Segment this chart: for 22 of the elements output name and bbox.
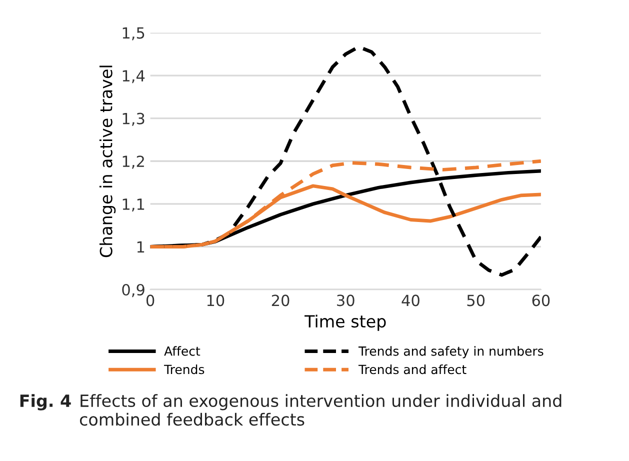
y-axis-title: Change in active travel xyxy=(99,66,116,258)
x-tick-label: 0 xyxy=(146,294,154,306)
x-tick-label: 20 xyxy=(272,294,290,306)
x-tick-label: 10 xyxy=(207,294,224,306)
y-tick-label: 1 xyxy=(137,241,144,253)
y-tick-label: 1,3 xyxy=(122,112,144,126)
y-tick-label: 0,9 xyxy=(122,284,144,298)
x-axis-title: Time step xyxy=(304,314,386,331)
y-tick-label: 1,4 xyxy=(122,70,145,84)
x-tick-label: 40 xyxy=(402,294,420,306)
y-tick-label: 1,5 xyxy=(122,27,144,40)
legend-label: Trends and safety in numbers xyxy=(358,346,544,358)
text: Effects of an exogenous intervention under individual and combined feedback effects xyxy=(80,394,562,426)
caption: Fig. 4 xyxy=(20,394,71,410)
x-tick-label: 60 xyxy=(532,294,550,306)
legend-label: Trends and affect xyxy=(358,364,466,374)
y-tick-label: 1,2 xyxy=(122,156,144,169)
legend-label: Trends xyxy=(164,364,204,374)
legend-label: Affect xyxy=(164,346,200,356)
y-tick-label: 1,1 xyxy=(122,198,144,212)
x-tick-label: 30 xyxy=(337,294,354,306)
x-tick-label: 50 xyxy=(467,294,485,306)
